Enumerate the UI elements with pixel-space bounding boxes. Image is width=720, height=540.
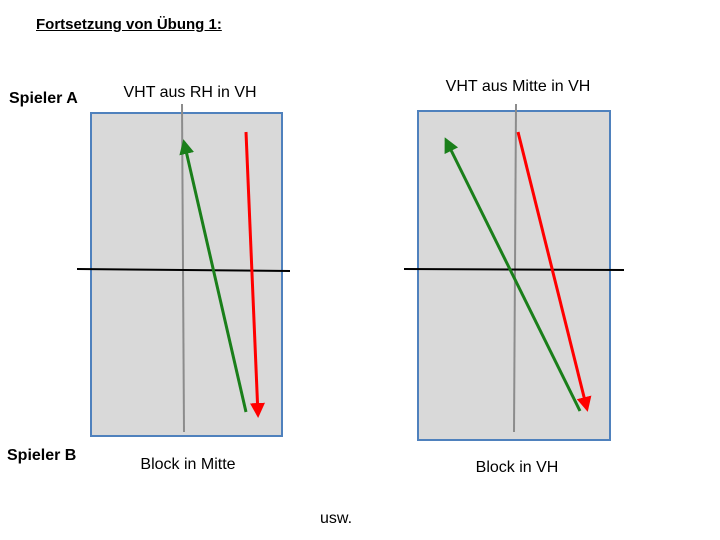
diagram-1: [76, 103, 291, 437]
red-arrow-2: [516, 131, 592, 412]
green-arrow-1: [179, 139, 248, 413]
green-arrow-2: [444, 137, 582, 412]
diagram-2-bottom-caption: Block in VH: [475, 459, 559, 476]
player-a-label: Spieler A: [9, 90, 78, 107]
table-court-1: [90, 112, 283, 437]
red-arrow-1: [244, 131, 265, 418]
center-line-2: [513, 103, 517, 433]
footer-text: usw.: [319, 510, 353, 527]
net-line-2: [403, 268, 625, 271]
center-line-1: [181, 103, 185, 433]
diagram-2: [403, 103, 625, 441]
diagram-1-bottom-caption: Block in Mitte: [140, 456, 236, 473]
net-line-1: [76, 268, 291, 272]
player-b-label: Spieler B: [7, 447, 77, 464]
diagram-2-top-caption: VHT aus Mitte in VH: [445, 78, 591, 95]
page-title: Fortsetzung von Übung 1:: [36, 16, 222, 33]
diagram-1-top-caption: VHT aus RH in VH: [123, 84, 257, 101]
